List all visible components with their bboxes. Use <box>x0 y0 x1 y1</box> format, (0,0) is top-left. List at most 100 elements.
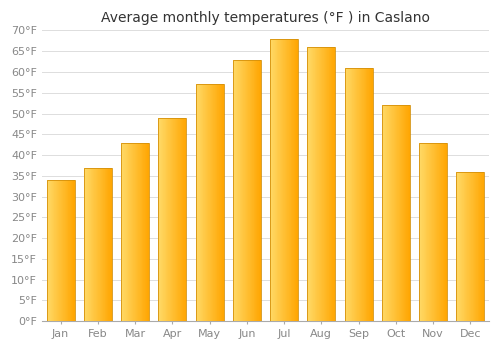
Bar <box>276 39 277 321</box>
Bar <box>275 39 276 321</box>
Bar <box>223 84 224 321</box>
Bar <box>333 47 334 321</box>
Bar <box>344 68 345 321</box>
Bar <box>57 180 58 321</box>
Bar <box>173 118 174 321</box>
Bar <box>132 142 133 321</box>
Bar <box>166 118 168 321</box>
Bar <box>422 142 423 321</box>
Bar <box>363 68 364 321</box>
Bar <box>456 172 484 321</box>
Bar <box>160 118 161 321</box>
Bar <box>93 168 94 321</box>
Bar <box>406 105 407 321</box>
Bar <box>51 180 52 321</box>
Bar <box>98 168 99 321</box>
Bar <box>408 105 409 321</box>
Bar <box>355 68 356 321</box>
Bar <box>158 118 186 321</box>
Bar <box>163 118 164 321</box>
Bar <box>241 60 242 321</box>
Bar <box>136 142 137 321</box>
Bar <box>297 39 298 321</box>
Bar <box>473 172 474 321</box>
Bar <box>312 47 313 321</box>
Bar <box>162 118 163 321</box>
Bar <box>364 68 365 321</box>
Bar <box>273 39 274 321</box>
Bar <box>434 142 436 321</box>
Bar <box>347 68 348 321</box>
Bar <box>419 142 447 321</box>
Bar <box>358 68 359 321</box>
Bar <box>135 142 136 321</box>
Bar <box>63 180 64 321</box>
Bar <box>219 84 220 321</box>
Bar <box>444 142 445 321</box>
Bar <box>244 60 245 321</box>
Bar <box>287 39 288 321</box>
Bar <box>99 168 100 321</box>
Bar <box>462 172 463 321</box>
Bar <box>328 47 329 321</box>
Bar <box>430 142 431 321</box>
Bar <box>324 47 325 321</box>
Bar <box>478 172 479 321</box>
Bar <box>257 60 258 321</box>
Bar <box>393 105 394 321</box>
Bar <box>456 172 457 321</box>
Bar <box>278 39 279 321</box>
Bar <box>59 180 60 321</box>
Bar <box>212 84 213 321</box>
Bar <box>200 84 201 321</box>
Bar <box>71 180 72 321</box>
Bar <box>367 68 368 321</box>
Bar <box>239 60 240 321</box>
Bar <box>464 172 465 321</box>
Bar <box>468 172 469 321</box>
Bar <box>214 84 215 321</box>
Bar <box>391 105 392 321</box>
Bar <box>295 39 296 321</box>
Bar <box>129 142 130 321</box>
Bar <box>218 84 219 321</box>
Bar <box>198 84 199 321</box>
Bar <box>356 68 357 321</box>
Bar <box>216 84 217 321</box>
Bar <box>370 68 371 321</box>
Bar <box>446 142 447 321</box>
Bar <box>201 84 202 321</box>
Bar <box>196 84 198 321</box>
Bar <box>382 105 383 321</box>
Bar <box>308 47 309 321</box>
Bar <box>144 142 145 321</box>
Bar <box>169 118 170 321</box>
Bar <box>46 180 74 321</box>
Bar <box>293 39 294 321</box>
Bar <box>126 142 128 321</box>
Bar <box>315 47 316 321</box>
Bar <box>326 47 327 321</box>
Bar <box>145 142 146 321</box>
Bar <box>178 118 179 321</box>
Bar <box>72 180 73 321</box>
Bar <box>233 60 234 321</box>
Bar <box>459 172 460 321</box>
Bar <box>290 39 291 321</box>
Bar <box>330 47 331 321</box>
Bar <box>254 60 255 321</box>
Bar <box>140 142 141 321</box>
Bar <box>56 180 57 321</box>
Bar <box>208 84 209 321</box>
Bar <box>398 105 399 321</box>
Bar <box>319 47 320 321</box>
Bar <box>237 60 238 321</box>
Bar <box>344 68 372 321</box>
Bar <box>142 142 143 321</box>
Bar <box>334 47 336 321</box>
Bar <box>184 118 185 321</box>
Bar <box>325 47 326 321</box>
Bar <box>320 47 322 321</box>
Bar <box>470 172 471 321</box>
Bar <box>438 142 439 321</box>
